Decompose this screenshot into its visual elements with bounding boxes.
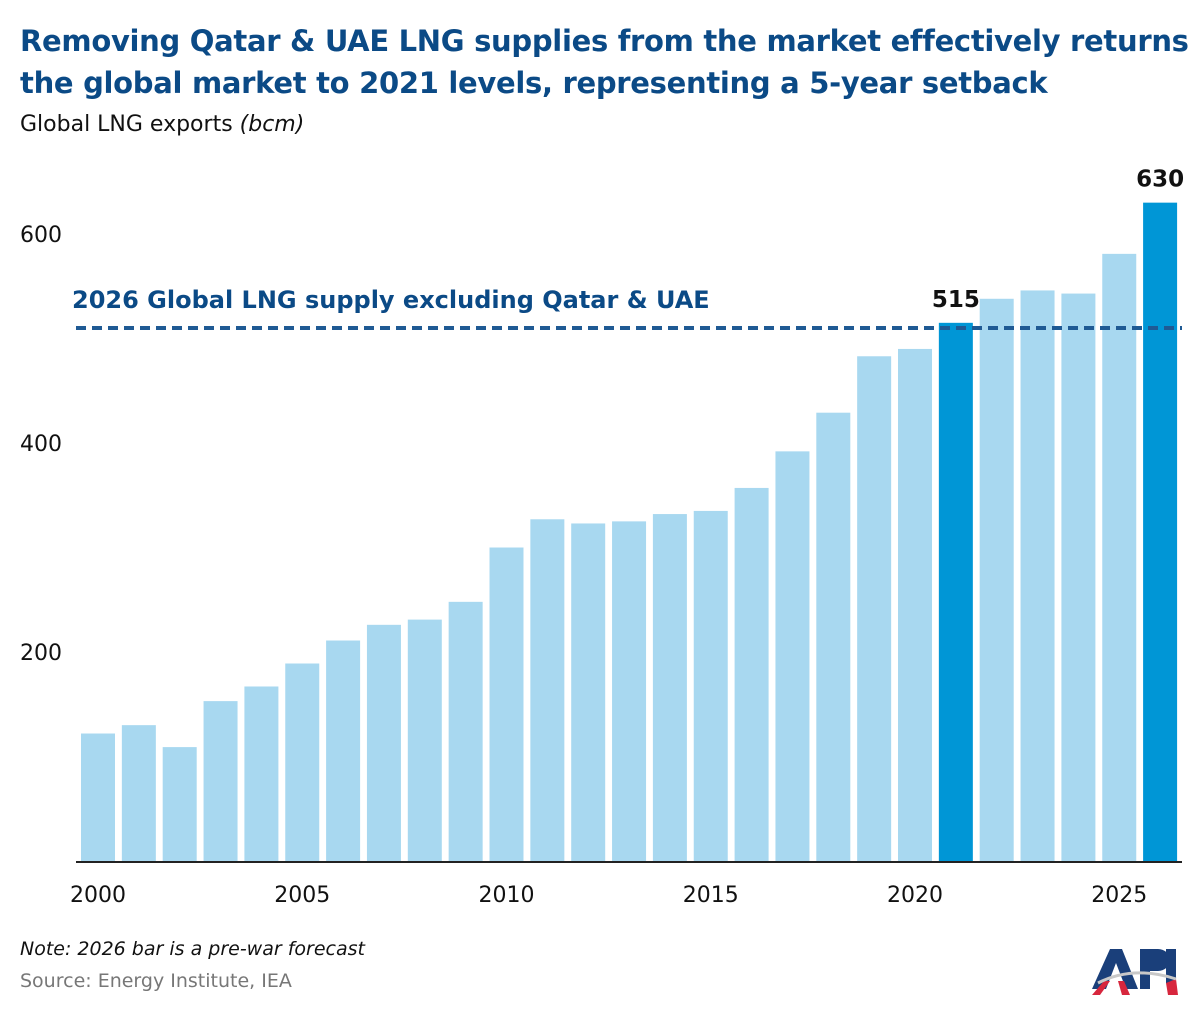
y-tick-label: 200	[20, 641, 62, 666]
bar-2011	[530, 519, 565, 861]
bar-2001	[121, 725, 156, 861]
bar-2009	[448, 601, 483, 861]
chart-title: Removing Qatar & UAE LNG supplies from t…	[20, 24, 1189, 100]
bar-2006	[326, 640, 361, 861]
bar-2019	[857, 356, 892, 861]
bar-2023	[1020, 290, 1055, 861]
y-tick-label: 400	[20, 432, 62, 457]
source-note: Source: Energy Institute, IEA	[20, 970, 292, 992]
y-tick-label: 600	[20, 223, 62, 248]
data-label-2026: 630	[1136, 167, 1184, 193]
bar-2014	[652, 514, 687, 861]
bar-2004	[244, 686, 279, 861]
bar-2013	[612, 521, 647, 861]
bar-2007	[366, 624, 401, 861]
bar-2008	[407, 619, 442, 861]
subtitle-label: Global LNG exports	[20, 112, 240, 137]
x-tick-label: 2025	[1091, 883, 1147, 908]
bar-2012	[571, 523, 606, 861]
data-label-2021: 515	[932, 287, 980, 313]
bar-2003	[203, 701, 238, 861]
bar-2016	[734, 487, 769, 861]
footnote: Note: 2026 bar is a pre-war forecast	[20, 938, 365, 960]
x-tick-label: 2000	[70, 883, 126, 908]
bar-2022	[979, 298, 1014, 861]
bar-2010	[489, 547, 524, 861]
x-tick-label: 2015	[683, 883, 739, 908]
bar-2024	[1061, 293, 1096, 861]
bar-2017	[775, 451, 810, 861]
bar-2015	[693, 510, 728, 861]
chart-subtitle: Global LNG exports (bcm)	[20, 112, 304, 137]
x-tick-label: 2010	[479, 883, 535, 908]
reference-line-label: 2026 Global LNG supply excluding Qatar &…	[72, 286, 710, 314]
bar-2021	[938, 322, 973, 861]
api-logo	[1092, 949, 1178, 995]
x-tick-label: 2005	[274, 883, 330, 908]
bar-2018	[816, 412, 851, 861]
x-tick-label: 2020	[887, 883, 943, 908]
subtitle-unit: (bcm)	[239, 112, 305, 137]
bar-2002	[162, 747, 197, 861]
bar-2025	[1102, 253, 1137, 862]
bar-2026	[1143, 202, 1178, 861]
bar-2005	[285, 663, 320, 861]
bar-2000	[81, 733, 115, 861]
bar-2020	[898, 348, 932, 861]
